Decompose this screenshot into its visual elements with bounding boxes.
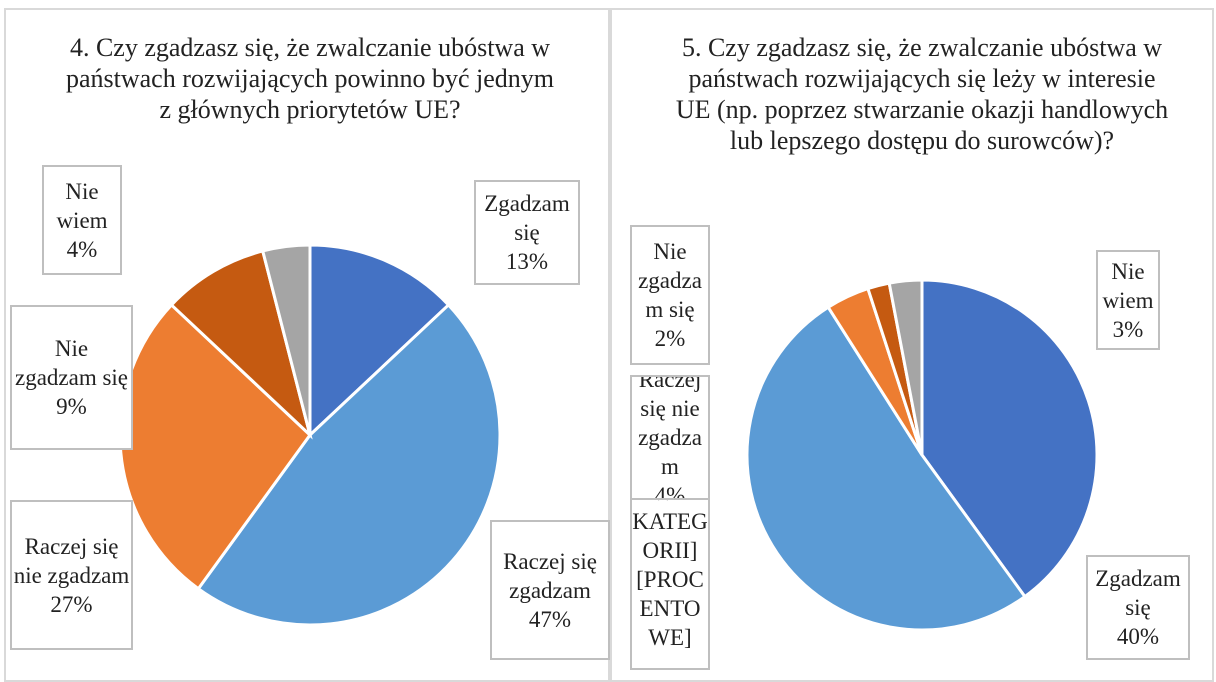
label-name: Zgadzam się [484, 191, 570, 245]
pie-slice [196, 302, 502, 627]
label-value: 4% [66, 236, 98, 262]
label-value: 2% [654, 326, 686, 351]
label-name: Raczej się nie zgadzam [13, 533, 130, 588]
data-label: Zgadzam się 40% [1086, 555, 1190, 660]
data-label: Nie zgadzam się 9% [10, 305, 133, 450]
data-label: Nie wiem 4% [42, 165, 122, 275]
label-name: Raczej się nie zgadzam [638, 375, 702, 479]
label-value: 9% [56, 394, 87, 419]
label-name: Nie wiem [1102, 258, 1154, 313]
label-value: 3% [1112, 316, 1144, 342]
chart-title: 4. Czy zgadzasz się, że zwalczanie ubóst… [65, 33, 555, 124]
label-value: 47% [528, 606, 572, 632]
label-value: [PROCENTOWE] [636, 566, 704, 650]
label-name: Nie zgadzam się [638, 239, 702, 322]
chart-title: 5. Czy zgadzasz się, że zwalczanie ubóst… [675, 33, 1169, 155]
data-label: Raczej się nie zgadzam 27% [10, 500, 133, 650]
data-label: Raczej się nie zgadzam 4% [630, 375, 710, 500]
label-value: 13% [505, 249, 549, 274]
pie-slice [745, 305, 1027, 632]
label-value: 27% [50, 591, 93, 617]
label-value: 40% [1116, 624, 1160, 649]
label-name: Raczej się zgadzam [503, 548, 597, 603]
data-label: Nie wiem 3% [1096, 250, 1160, 350]
pie-slice [308, 243, 451, 439]
data-label: Raczej się zgadzam 47% [490, 520, 610, 660]
label-name: Nie wiem [56, 178, 108, 233]
label-value: 4% [654, 483, 686, 500]
pie-slice [169, 249, 313, 440]
label-name: Zgadzam się [1095, 566, 1181, 620]
pie-slice [920, 278, 1099, 599]
pie-slice [260, 243, 312, 436]
pie-slice [887, 278, 924, 456]
data-label: Nie zgadzam się 2% [630, 225, 710, 365]
label-name: Nie zgadzam się [14, 336, 129, 390]
data-label: Zgadzam się 13% [474, 180, 580, 285]
pie-slice [118, 302, 312, 591]
